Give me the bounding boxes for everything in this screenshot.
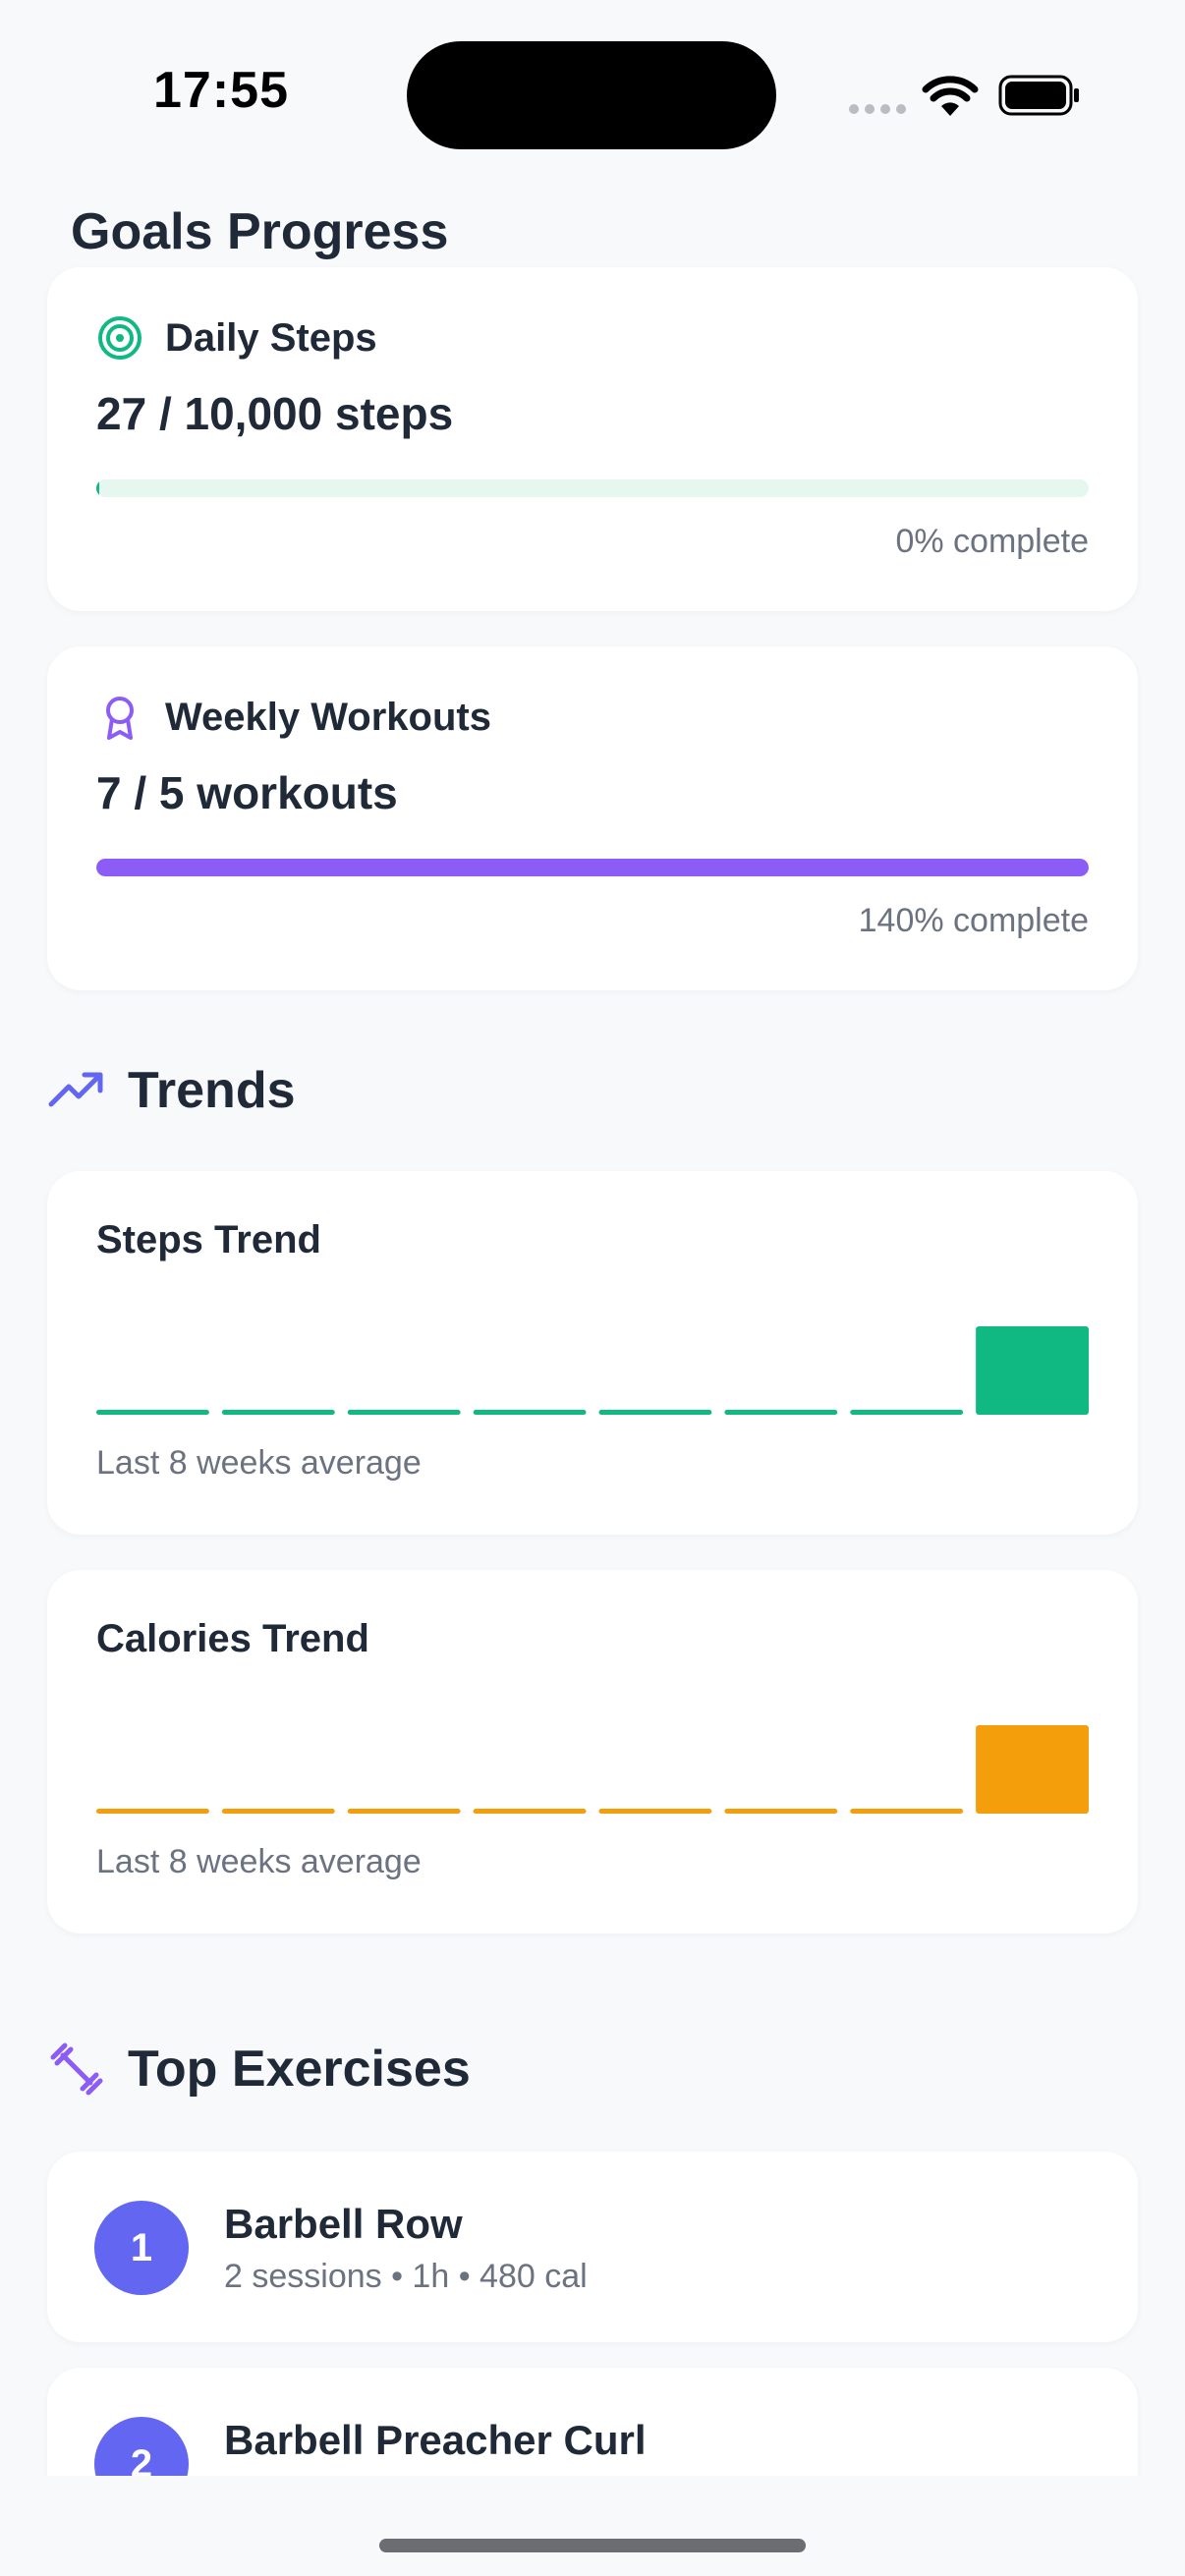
goal-card-daily-steps[interactable]: Daily Steps 27 / 10,000 steps 0% complet… — [47, 267, 1138, 611]
trend-bar — [976, 1326, 1089, 1415]
trend-bar — [850, 1410, 964, 1415]
trend-bar — [598, 1809, 712, 1814]
battery-icon — [998, 75, 1081, 121]
trend-bar — [347, 1410, 461, 1415]
trend-bars — [96, 1326, 1089, 1415]
exercise-item[interactable]: 2 Barbell Preacher Curl — [47, 2368, 1138, 2476]
goal-value: 7 / 5 workouts — [96, 767, 398, 818]
trend-title: Calories Trend — [96, 1617, 369, 1660]
wifi-icon — [922, 75, 979, 123]
trend-bar — [850, 1809, 964, 1814]
trend-chart — [96, 1725, 1089, 1814]
trend-bar — [724, 1809, 838, 1814]
trend-bar — [347, 1809, 461, 1814]
trend-card-steps: Steps Trend Last 8 weeks average — [47, 1171, 1138, 1535]
top-exercises-section-title: Top Exercises — [128, 2041, 471, 2098]
trending-up-icon — [47, 1061, 106, 1120]
trend-title: Steps Trend — [96, 1218, 321, 1261]
progress-fill — [96, 859, 1089, 876]
progress-bar — [96, 859, 1089, 876]
trends-header: Trends — [47, 1061, 296, 1120]
progress-bar — [96, 479, 1089, 497]
goal-label: Daily Steps — [165, 315, 377, 360]
progress-fill — [96, 479, 100, 497]
goal-label: Weekly Workouts — [165, 695, 491, 739]
award-icon — [96, 694, 143, 741]
exercise-meta: 2 sessions • 1h • 480 cal — [224, 2258, 588, 2295]
trend-bar — [598, 1410, 712, 1415]
trend-bar — [96, 1410, 209, 1415]
trend-bar — [221, 1410, 335, 1415]
trend-bars — [96, 1725, 1089, 1814]
exercise-item[interactable]: 1 Barbell Row 2 sessions • 1h • 480 cal — [47, 2152, 1138, 2342]
trends-section-title: Trends — [128, 1062, 296, 1119]
dumbbell-icon — [47, 2040, 106, 2099]
home-indicator-area — [0, 2476, 1185, 2576]
goal-percent: 140% complete — [858, 902, 1089, 939]
status-bar: 17:55 — [0, 0, 1185, 196]
trend-bar — [96, 1809, 209, 1814]
goal-value: 27 / 10,000 steps — [96, 388, 454, 439]
goals-section-title: Goals Progress — [71, 203, 449, 260]
trend-bar — [473, 1809, 587, 1814]
scroll-content[interactable]: Goals Progress Daily Steps 27 / 10,000 s… — [0, 196, 1185, 2476]
exercise-name: Barbell Row — [224, 2201, 463, 2247]
trend-bar — [976, 1725, 1089, 1814]
target-icon — [96, 314, 143, 362]
goal-card-weekly-workouts[interactable]: Weekly Workouts 7 / 5 workouts 140% comp… — [47, 646, 1138, 990]
top-exercises-header: Top Exercises — [47, 2040, 471, 2099]
trend-chart — [96, 1326, 1089, 1415]
trend-bar — [473, 1410, 587, 1415]
trend-footer: Last 8 weeks average — [96, 1444, 422, 1482]
status-time: 17:55 — [153, 62, 289, 119]
rank-badge: 1 — [94, 2201, 189, 2295]
trend-bar — [221, 1809, 335, 1814]
dynamic-island — [407, 41, 776, 149]
trend-bar — [724, 1410, 838, 1415]
goal-percent: 0% complete — [895, 523, 1089, 560]
cellular-signal-icon — [849, 104, 906, 114]
exercise-name: Barbell Preacher Curl — [224, 2417, 647, 2463]
trend-footer: Last 8 weeks average — [96, 1843, 422, 1880]
home-indicator[interactable] — [379, 2539, 806, 2552]
rank-badge: 2 — [94, 2417, 189, 2476]
trend-card-calories: Calories Trend Last 8 weeks average — [47, 1570, 1138, 1933]
